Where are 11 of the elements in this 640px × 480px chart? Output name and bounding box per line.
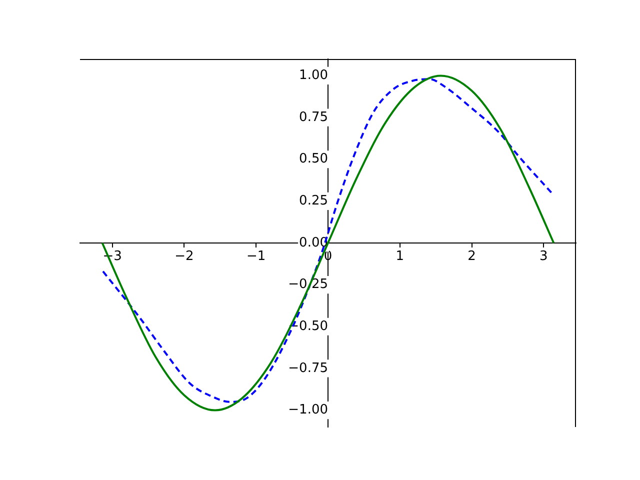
x-tick-label: 3 (540, 249, 548, 264)
y-tick-label: 1.00 (299, 68, 328, 84)
x-tick-label: −2 (174, 249, 194, 264)
y-tick-label: 0.50 (299, 152, 328, 167)
y-tick-label: 0.75 (299, 110, 328, 125)
x-tick-label: 1 (396, 249, 404, 264)
y-tick-label: −0.75 (288, 360, 328, 376)
y-tick-label: −1.00 (288, 402, 328, 418)
x-tick-label: −1 (246, 249, 266, 264)
y-tick-label: 0.25 (299, 194, 328, 209)
x-tick-label: 2 (468, 249, 476, 264)
